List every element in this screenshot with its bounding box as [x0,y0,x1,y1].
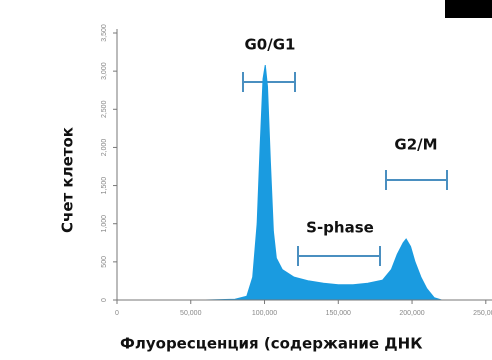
y-tick-label: 2,500 [101,100,108,118]
x-tick-label: 150,000 [326,310,351,317]
y-tick-label: 3,000 [101,62,108,80]
corner-block [445,0,492,18]
x-tick-label: 100,000 [252,310,277,317]
y-tick-label: 2,000 [101,139,108,157]
histogram-area [117,64,492,301]
s-phase-bracket [297,246,381,266]
annotation: G2/M [394,136,437,154]
y-tick-label: 0 [101,298,108,302]
x-tick-label: 50,000 [180,310,202,317]
y-tick-label: 500 [101,256,108,268]
y-tick-label: 1,500 [101,177,108,195]
y-tick-label: 1,000 [101,215,108,233]
x-tick-label: 250,000 [473,310,492,317]
g2m-bracket [385,170,448,190]
annotation: G0/G1 [245,36,296,54]
g0g1-bracket [242,72,296,92]
x-tick-label: 200,000 [399,310,424,317]
y-tick-label: 3,500 [101,24,108,42]
x-axis-label: Флуоресценция (содержание ДНК [120,335,423,353]
y-axis-label: Счет клеток [59,127,77,233]
x-tick-label: 0 [115,310,119,317]
phase-brackets [242,72,448,266]
annotation: S-phase [306,219,374,237]
